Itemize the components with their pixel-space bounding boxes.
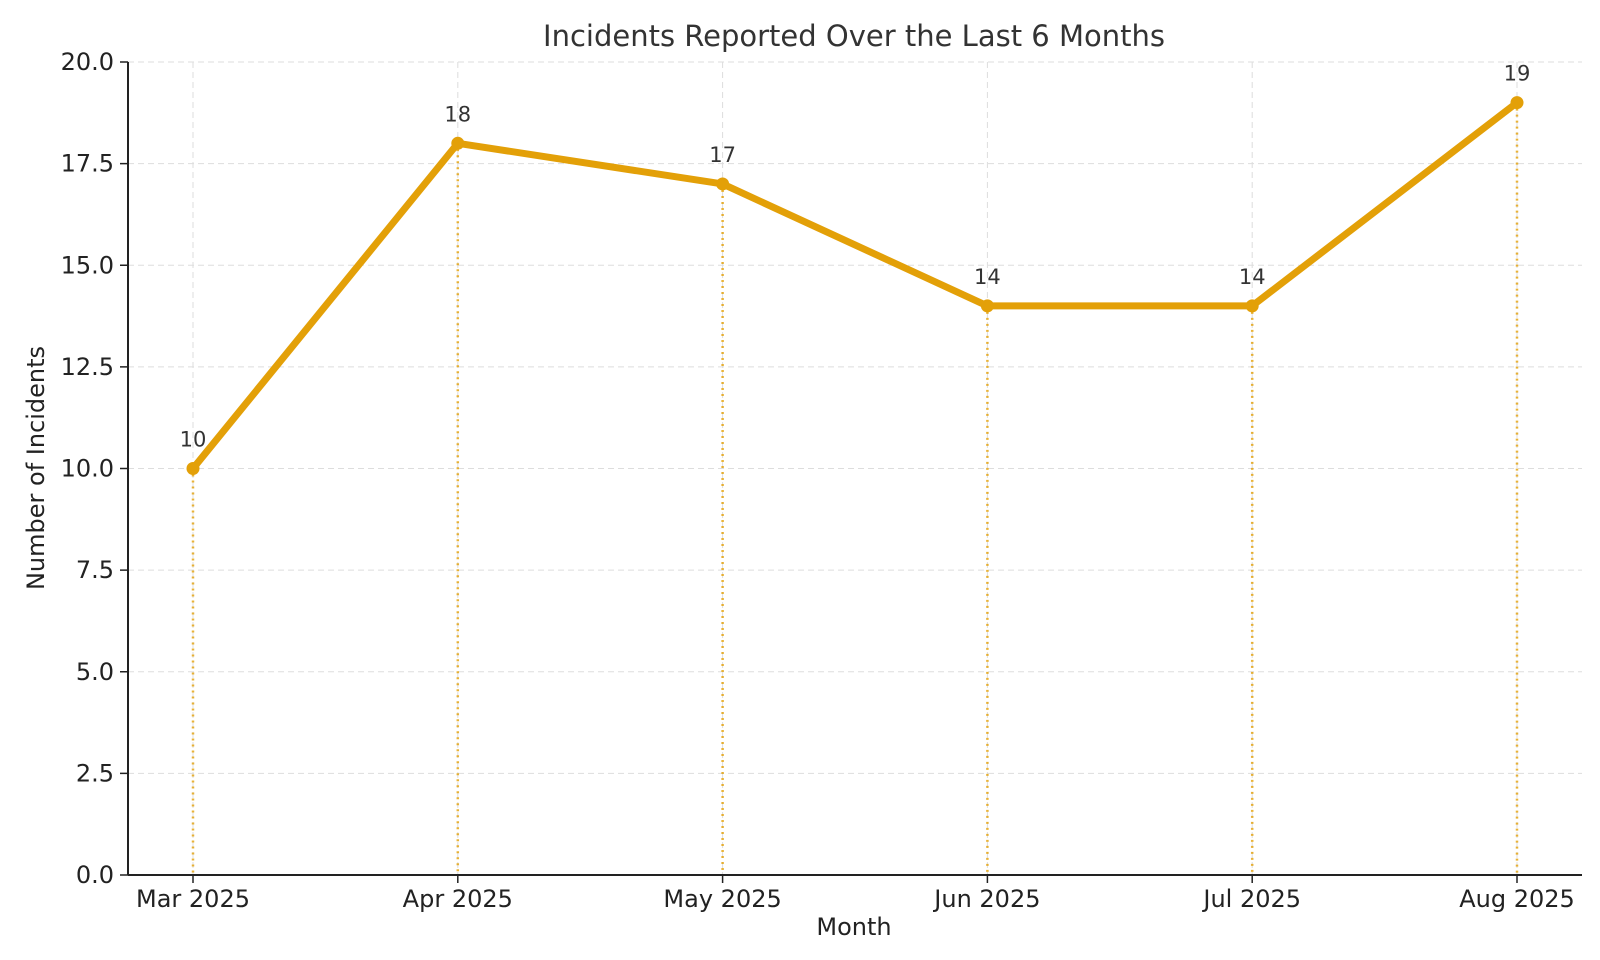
drop-lines	[191, 102, 1519, 875]
data-point	[186, 462, 200, 475]
data-point	[1245, 299, 1259, 313]
x-tick-label: Aug 2025	[1459, 885, 1575, 913]
axes	[120, 61, 1582, 883]
data-point	[451, 136, 465, 150]
y-tick-label: 12.5	[61, 353, 114, 381]
y-tick-label: 2.5	[76, 759, 114, 787]
data-label: 14	[974, 265, 1001, 289]
y-tick-label: 0.0	[76, 861, 114, 889]
data-label: 19	[1504, 62, 1531, 86]
data-label: 10	[180, 428, 207, 452]
data-point	[1510, 96, 1524, 110]
y-tick-label: 17.5	[61, 150, 114, 178]
chart-title: Incidents Reported Over the Last 6 Month…	[543, 19, 1165, 53]
x-tick-label: Mar 2025	[136, 885, 250, 913]
y-tick-labels: 0.0 2.5 5.0 7.5 10.0 12.5 15.0 17.5 20.0	[61, 48, 114, 889]
y-tick-label: 15.0	[61, 251, 114, 279]
x-tick-labels: Mar 2025 Apr 2025 May 2025 Jun 2025 Jul 2025…	[136, 885, 1575, 913]
grid-lines	[128, 61, 1582, 876]
y-axis-label: Number of Incidents	[22, 346, 50, 590]
x-tick-label: Jun 2025	[932, 885, 1040, 913]
y-tick-label: 10.0	[61, 455, 114, 483]
y-tick-label: 20.0	[61, 48, 114, 76]
series	[186, 96, 1524, 475]
series-line	[189, 99, 1521, 472]
data-label: 18	[444, 102, 471, 126]
data-label: 17	[709, 143, 736, 167]
x-tick-label: May 2025	[663, 885, 781, 913]
data-labels: 10 18 17 14 14 19	[180, 62, 1531, 452]
y-tick-label: 5.0	[76, 658, 114, 686]
data-point	[980, 299, 994, 313]
x-axis-label: Month	[816, 913, 891, 941]
y-tick-label: 7.5	[76, 556, 114, 584]
x-tick-label: Jul 2025	[1201, 885, 1301, 913]
data-point	[716, 177, 730, 191]
data-label: 14	[1239, 265, 1266, 289]
x-tick-label: Apr 2025	[403, 885, 513, 913]
